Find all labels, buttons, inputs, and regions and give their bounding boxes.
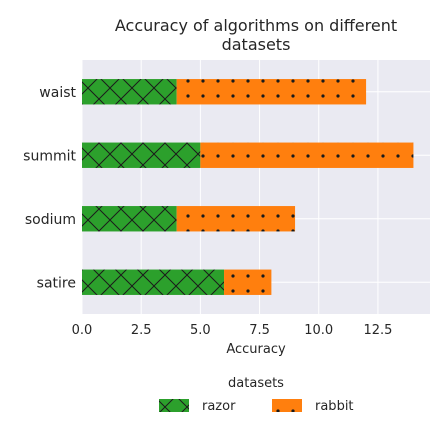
y-tick-label-satire: satire <box>37 275 76 291</box>
y-tick-label-waist: waist <box>39 85 76 101</box>
legend-swatch-rabbit <box>272 399 302 412</box>
legend-title: datasets <box>228 376 284 391</box>
y-tick-label-sodium: sodium <box>25 212 76 228</box>
bars <box>82 79 414 295</box>
legend-swatch-razor <box>159 399 189 412</box>
x-axis-label: Accuracy <box>226 342 286 357</box>
x-tick-label-0: 0.0 <box>72 323 93 338</box>
x-tick-label-3: 7.5 <box>249 323 270 338</box>
bar-rabbit-satire <box>224 269 272 295</box>
legend: datasets razor rabbit <box>159 376 354 414</box>
bar-razor-summit <box>82 142 201 168</box>
bar-razor-waist <box>82 79 177 105</box>
x-tick-label-1: 2.5 <box>131 323 152 338</box>
x-tick-label-5: 12.5 <box>363 323 392 338</box>
bar-rabbit-summit <box>200 142 414 168</box>
legend-label-rabbit: rabbit <box>315 399 354 414</box>
bar-rabbit-sodium <box>176 206 296 232</box>
x-tick-label-4: 10.0 <box>304 323 333 338</box>
bar-rabbit-waist <box>176 79 367 105</box>
chart-title-line-2: datasets <box>222 35 291 54</box>
bar-razor-satire <box>82 269 225 295</box>
y-tick-label-summit: summit <box>23 148 76 164</box>
chart-title-line-1: Accuracy of algorithms on different <box>115 16 397 35</box>
bar-razor-sodium <box>82 206 177 232</box>
x-tick-label-2: 5.0 <box>190 323 211 338</box>
y-tick-labels: waist summit sodium satire <box>23 85 76 292</box>
legend-label-razor: razor <box>202 399 236 414</box>
x-tick-labels: 0.0 2.5 5.0 7.5 10.0 12.5 <box>72 323 393 338</box>
